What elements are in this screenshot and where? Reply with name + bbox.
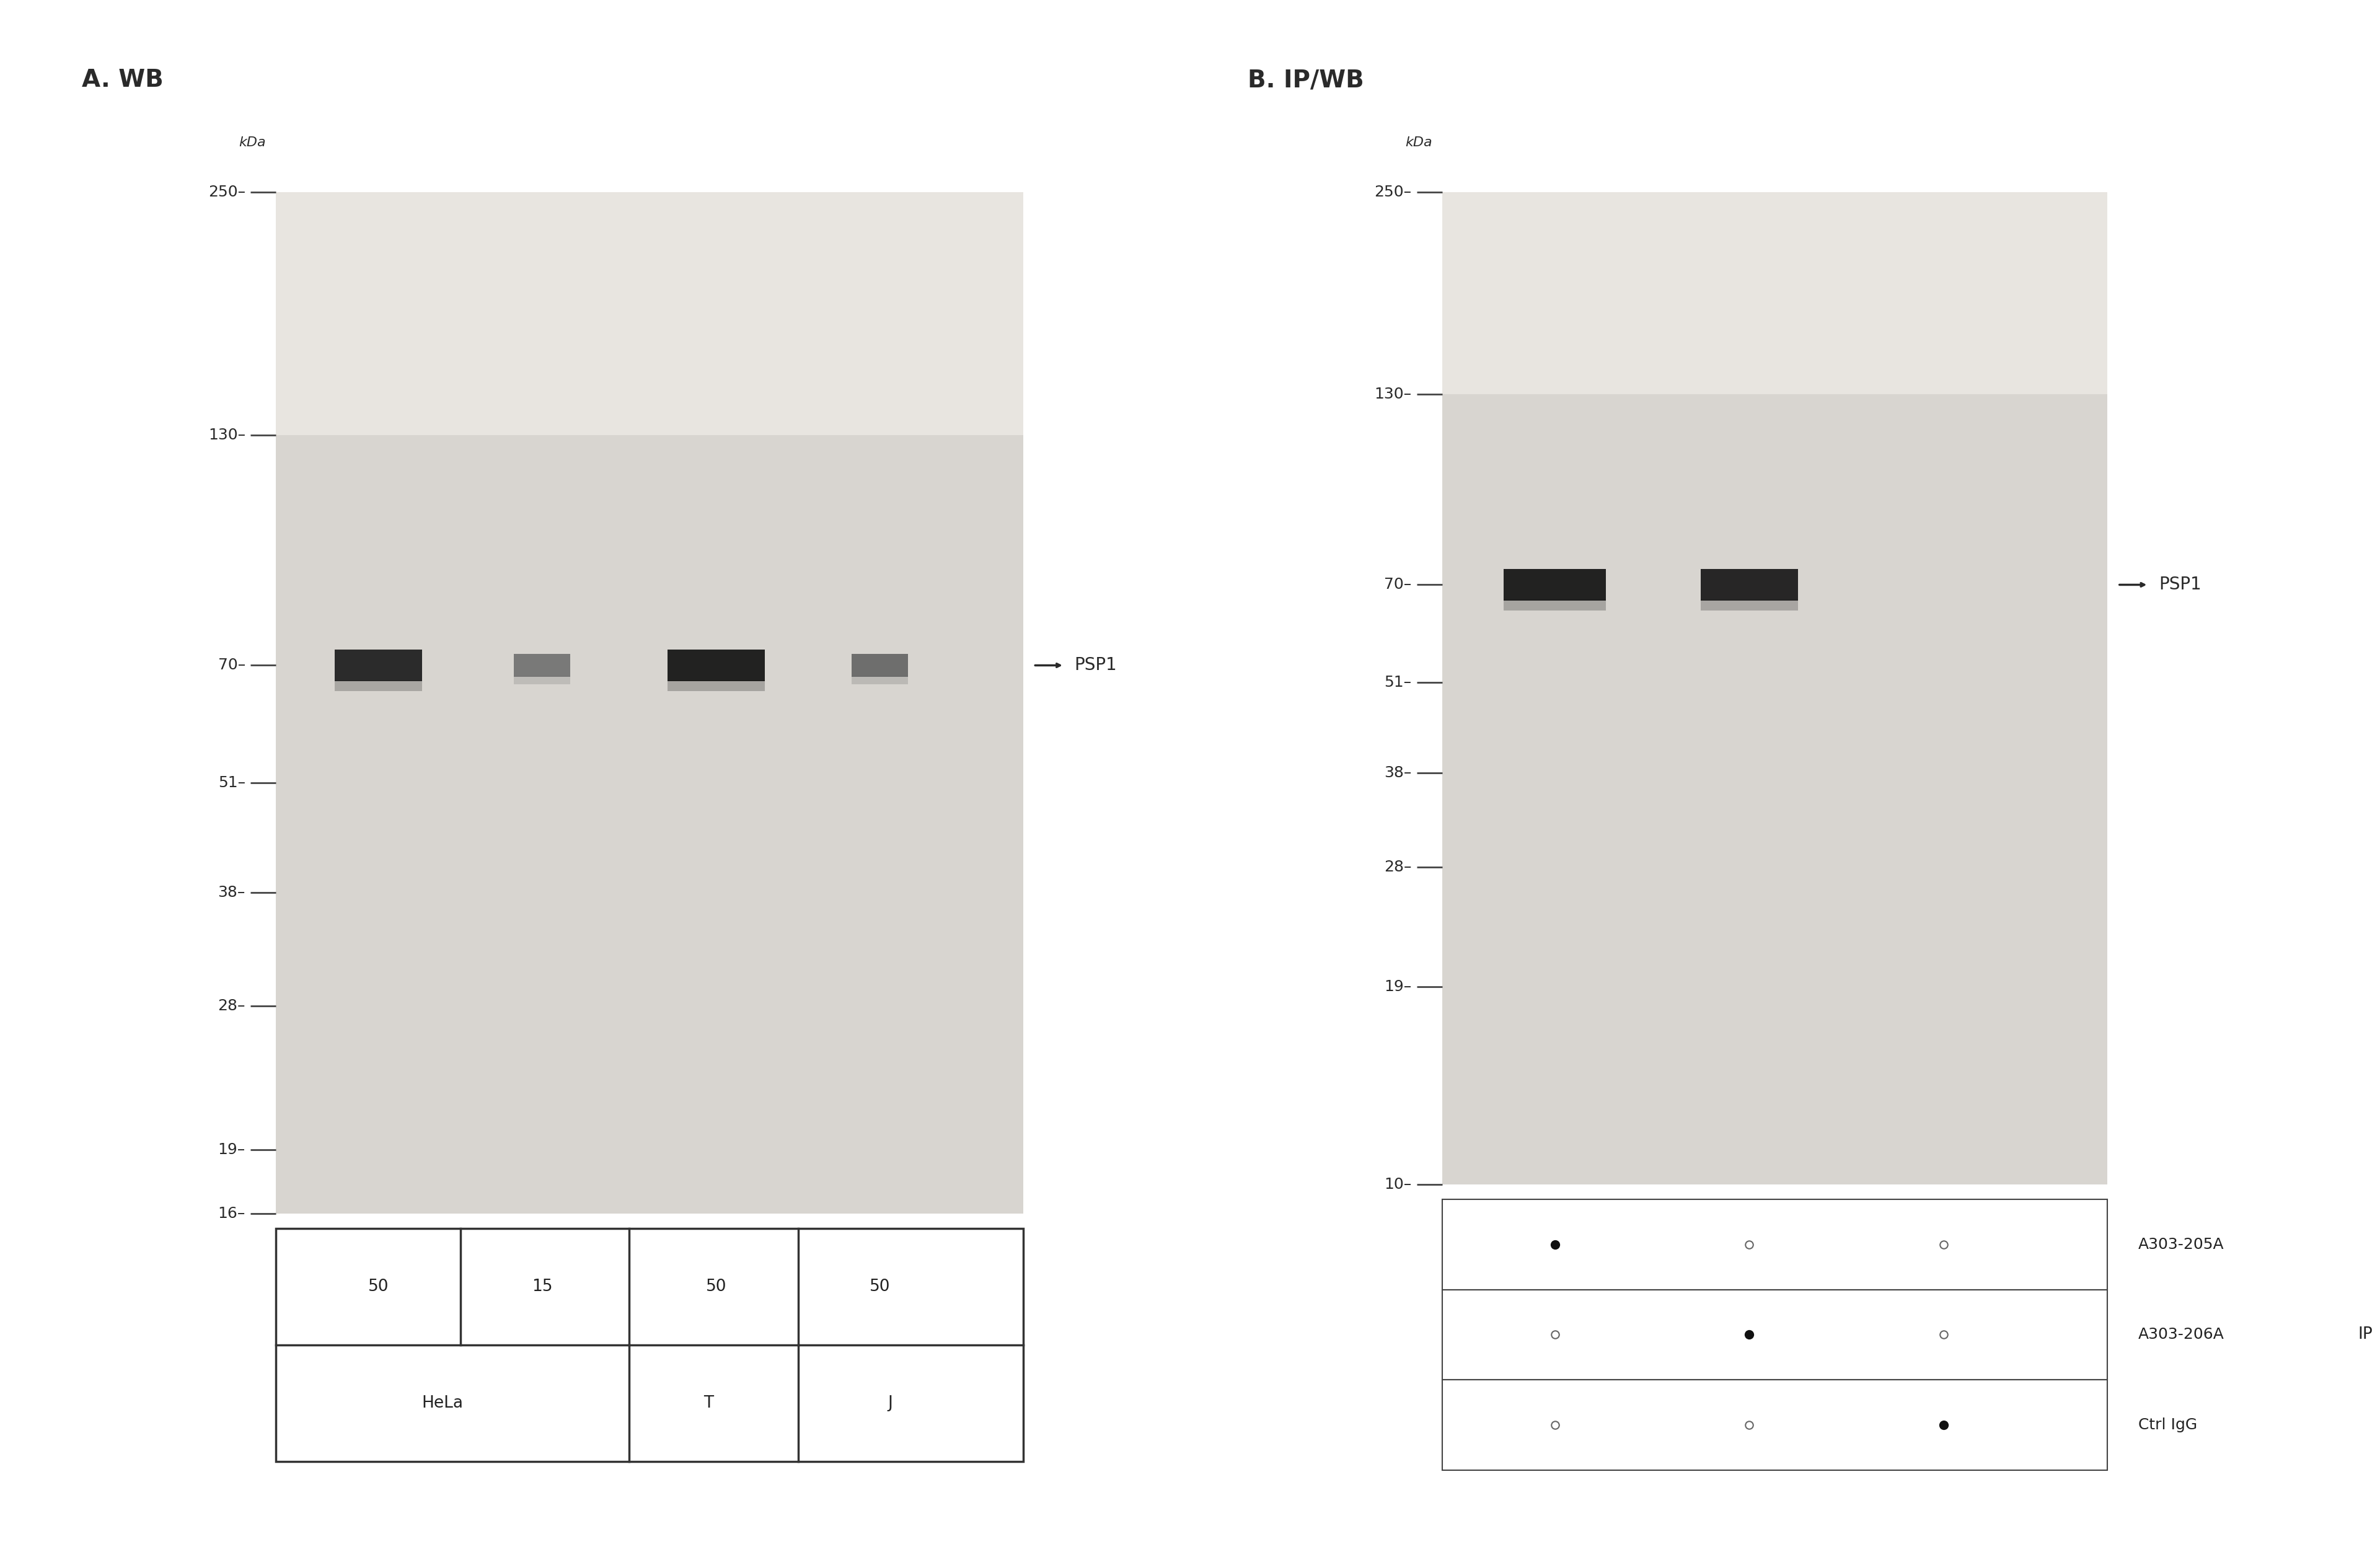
Bar bbox=[514, 653, 571, 677]
Text: 19–: 19– bbox=[1385, 979, 1411, 995]
Text: 50: 50 bbox=[369, 1279, 388, 1294]
Text: kDa: kDa bbox=[238, 137, 267, 149]
Bar bbox=[1504, 599, 1607, 610]
Text: PSP1: PSP1 bbox=[1073, 656, 1116, 674]
Text: 70–: 70– bbox=[1385, 577, 1411, 593]
Text: 16–: 16– bbox=[219, 1206, 245, 1221]
Text: 15: 15 bbox=[531, 1279, 552, 1294]
Text: 19–: 19– bbox=[219, 1142, 245, 1158]
Bar bbox=[1442, 192, 2109, 394]
Bar bbox=[1702, 568, 1797, 601]
Text: kDa: kDa bbox=[1404, 137, 1433, 149]
Text: 250–: 250– bbox=[1373, 185, 1411, 200]
Bar bbox=[1504, 568, 1607, 601]
Bar bbox=[666, 649, 764, 681]
Text: 28–: 28– bbox=[1385, 860, 1411, 875]
Bar bbox=[336, 649, 421, 681]
Text: T: T bbox=[704, 1395, 714, 1411]
Text: IP: IP bbox=[2359, 1327, 2373, 1342]
Bar bbox=[1442, 1290, 2109, 1380]
Text: 38–: 38– bbox=[219, 885, 245, 900]
Text: 51–: 51– bbox=[1385, 675, 1411, 689]
Bar bbox=[666, 680, 764, 691]
Text: 38–: 38– bbox=[1385, 765, 1411, 781]
Bar bbox=[514, 675, 571, 684]
Text: J: J bbox=[888, 1395, 892, 1411]
Text: PSP1: PSP1 bbox=[2159, 576, 2202, 593]
Text: 50: 50 bbox=[869, 1279, 890, 1294]
Text: A303-206A: A303-206A bbox=[2137, 1327, 2225, 1342]
Bar bbox=[276, 1228, 1023, 1462]
Text: A. WB: A. WB bbox=[81, 68, 164, 92]
Bar bbox=[276, 192, 1023, 1214]
Text: 28–: 28– bbox=[219, 998, 245, 1013]
Text: Ctrl IgG: Ctrl IgG bbox=[2137, 1419, 2197, 1432]
Bar bbox=[1442, 1200, 2109, 1290]
Text: 50: 50 bbox=[707, 1279, 726, 1294]
Text: 250–: 250– bbox=[207, 185, 245, 200]
Text: 130–: 130– bbox=[1373, 386, 1411, 402]
Text: 70–: 70– bbox=[219, 658, 245, 674]
Text: 10–: 10– bbox=[1385, 1176, 1411, 1192]
Bar bbox=[852, 653, 909, 677]
Bar bbox=[852, 675, 909, 684]
Bar bbox=[1702, 599, 1797, 610]
Text: A303-205A: A303-205A bbox=[2137, 1237, 2225, 1252]
Text: 51–: 51– bbox=[219, 776, 245, 790]
Text: HeLa: HeLa bbox=[421, 1395, 464, 1411]
Text: B. IP/WB: B. IP/WB bbox=[1247, 68, 1364, 92]
Bar bbox=[1442, 1380, 2109, 1470]
Bar bbox=[276, 192, 1023, 436]
Text: 130–: 130– bbox=[207, 428, 245, 442]
Bar bbox=[336, 680, 421, 691]
Bar bbox=[1442, 192, 2109, 1184]
